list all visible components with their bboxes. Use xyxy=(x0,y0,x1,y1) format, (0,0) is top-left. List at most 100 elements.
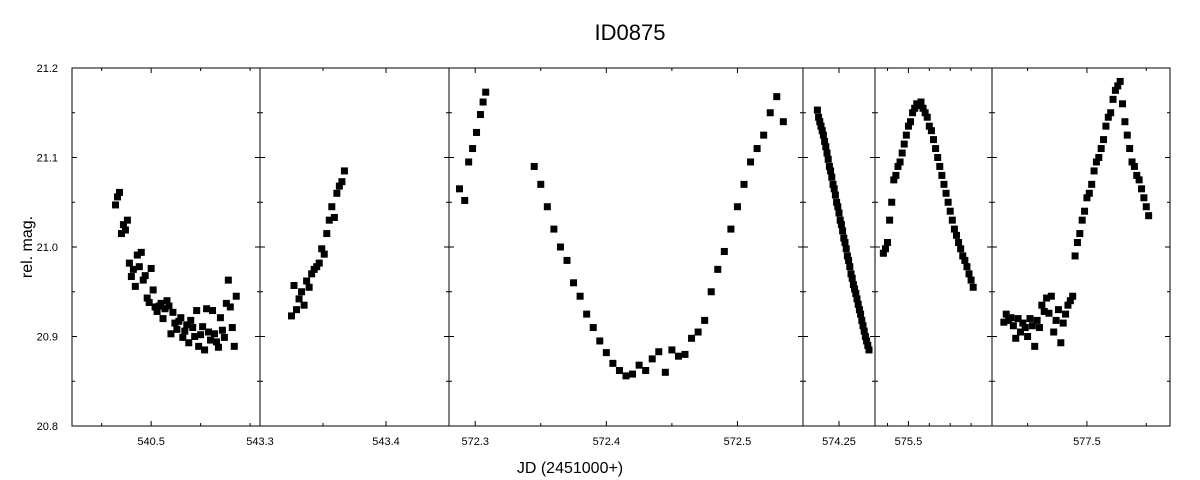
data-point xyxy=(320,250,328,258)
data-point xyxy=(837,221,845,229)
data-point xyxy=(315,259,323,267)
plot-panels: 540.5 543.3 543.4 572.3 572.4 572.5 574.25 575.… xyxy=(71,67,1171,448)
x-tick-label: 540.5 xyxy=(137,436,165,448)
data-point xyxy=(308,270,316,278)
data-point xyxy=(125,259,133,267)
data-point xyxy=(1057,339,1065,347)
data-point xyxy=(163,297,171,305)
data-point xyxy=(917,98,925,106)
data-point xyxy=(894,162,902,170)
data-point xyxy=(1090,167,1098,175)
data-point xyxy=(701,316,709,324)
data-point xyxy=(825,162,833,170)
panel-frame xyxy=(71,67,261,427)
data-point xyxy=(303,277,311,285)
data-point xyxy=(1130,162,1138,170)
data-point xyxy=(865,346,873,354)
data-point xyxy=(1109,95,1117,103)
data-point xyxy=(818,127,826,135)
data-point xyxy=(537,180,545,188)
data-point xyxy=(212,338,220,346)
data-point xyxy=(1054,306,1062,314)
x-tick-label: 572.3 xyxy=(461,436,489,448)
data-point xyxy=(1121,118,1129,126)
data-point xyxy=(543,203,551,211)
panel-frame xyxy=(802,67,876,427)
data-point xyxy=(932,145,940,153)
data-point xyxy=(1059,319,1067,327)
data-point xyxy=(1114,82,1122,90)
data-point xyxy=(821,137,829,145)
data-point xyxy=(563,256,571,264)
data-point xyxy=(298,288,306,296)
data-point xyxy=(904,122,912,130)
data-point xyxy=(153,307,161,315)
data-point xyxy=(216,314,224,322)
data-point xyxy=(925,122,933,130)
data-point xyxy=(191,333,199,340)
data-point xyxy=(766,109,774,117)
data-point xyxy=(482,88,490,96)
data-point xyxy=(141,272,149,280)
panel-3: 572.3 572.4 572.5 xyxy=(448,67,804,448)
data-point xyxy=(923,113,931,121)
panel-frame xyxy=(991,67,1171,427)
data-point xyxy=(197,331,205,339)
data-point xyxy=(615,367,623,375)
data-point xyxy=(117,230,125,238)
data-point xyxy=(934,154,942,161)
panel-frame xyxy=(259,67,450,427)
data-point xyxy=(1088,180,1096,188)
data-point xyxy=(609,359,617,367)
data-point xyxy=(171,319,179,327)
data-point xyxy=(1043,294,1051,302)
y-tick-label: 21.1 xyxy=(37,153,58,165)
chart-title: ID0875 xyxy=(595,20,666,45)
data-point xyxy=(846,263,854,271)
data-point xyxy=(193,307,201,315)
x-tick-label: 572.5 xyxy=(724,436,752,448)
data-point xyxy=(305,283,313,291)
data-point xyxy=(851,285,859,293)
data-point xyxy=(330,213,338,221)
y-axis-ticks: 20.8 20.9 21.0 21.1 21.2 xyxy=(37,63,58,433)
data-point xyxy=(902,131,910,139)
data-point xyxy=(969,283,977,291)
data-point xyxy=(205,328,213,336)
data-point xyxy=(898,149,906,157)
data-point xyxy=(1033,316,1041,324)
data-point xyxy=(815,113,823,121)
data-point xyxy=(948,216,956,224)
data-point xyxy=(1085,189,1093,197)
data-point xyxy=(293,306,301,314)
data-point xyxy=(1007,314,1015,322)
panel-frame xyxy=(448,67,804,427)
panel-6: 577.5 xyxy=(991,67,1171,448)
data-point xyxy=(145,298,153,306)
y-tick-label: 21.2 xyxy=(37,63,58,75)
data-point xyxy=(661,368,669,376)
data-point xyxy=(295,295,303,303)
data-point xyxy=(288,312,295,320)
data-point xyxy=(1140,194,1148,202)
data-point xyxy=(183,321,191,329)
data-point xyxy=(950,225,958,233)
data-point xyxy=(900,140,908,148)
x-axis-label: JD (2451000+) xyxy=(517,460,623,477)
data-point xyxy=(596,337,604,345)
data-point xyxy=(583,310,591,318)
data-point xyxy=(863,337,871,345)
data-point xyxy=(1076,230,1084,238)
data-point xyxy=(909,109,917,117)
data-point xyxy=(230,342,238,350)
data-point xyxy=(207,336,215,344)
data-point xyxy=(861,333,869,340)
data-point xyxy=(959,252,967,260)
y-tick-label: 20.8 xyxy=(37,421,58,433)
data-point xyxy=(714,265,722,273)
data-point xyxy=(892,171,900,179)
data-point xyxy=(879,249,887,257)
data-point xyxy=(965,270,973,278)
data-point xyxy=(707,288,715,296)
data-point xyxy=(688,334,696,342)
